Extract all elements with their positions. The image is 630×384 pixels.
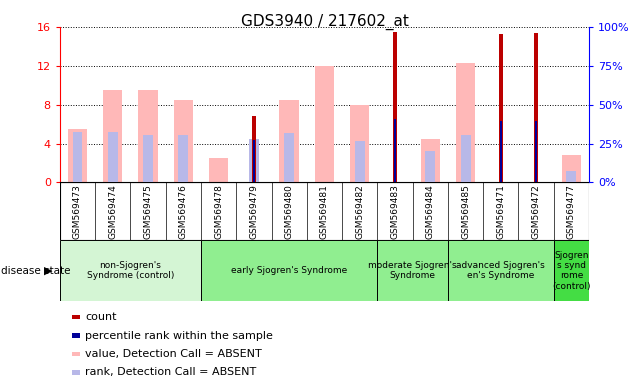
Bar xyxy=(143,135,153,182)
Bar xyxy=(535,121,537,182)
Bar xyxy=(315,66,334,182)
Text: GSM569485: GSM569485 xyxy=(461,184,470,239)
Text: early Sjogren's Syndrome: early Sjogren's Syndrome xyxy=(231,266,347,275)
Bar xyxy=(280,100,299,182)
Bar xyxy=(201,240,377,301)
Text: GSM569472: GSM569472 xyxy=(532,184,541,239)
Text: GSM569477: GSM569477 xyxy=(567,184,576,239)
Text: GSM569471: GSM569471 xyxy=(496,184,505,239)
Text: Sjogren
s synd
rome
(control): Sjogren s synd rome (control) xyxy=(552,251,591,291)
Text: disease state: disease state xyxy=(1,266,70,276)
Bar xyxy=(174,100,193,182)
Bar xyxy=(392,32,398,182)
Text: GSM569483: GSM569483 xyxy=(391,184,399,239)
Text: rank, Detection Call = ABSENT: rank, Detection Call = ABSENT xyxy=(85,367,256,377)
Text: ▶: ▶ xyxy=(44,266,52,276)
Text: GSM569484: GSM569484 xyxy=(426,184,435,239)
Bar xyxy=(253,140,255,182)
Bar xyxy=(355,141,365,182)
Text: GSM569482: GSM569482 xyxy=(355,184,364,239)
Bar xyxy=(108,132,118,182)
Text: GSM569479: GSM569479 xyxy=(249,184,258,239)
Text: count: count xyxy=(85,312,117,322)
Text: non-Sjogren's
Syndrome (control): non-Sjogren's Syndrome (control) xyxy=(87,261,174,280)
Bar xyxy=(394,119,396,182)
Bar xyxy=(554,240,589,301)
Bar xyxy=(534,33,539,182)
Text: GSM569481: GSM569481 xyxy=(320,184,329,239)
Text: GSM569475: GSM569475 xyxy=(144,184,152,239)
Text: GSM569480: GSM569480 xyxy=(285,184,294,239)
Bar xyxy=(562,155,581,182)
Bar xyxy=(456,63,475,182)
Bar xyxy=(209,158,228,182)
Text: GSM569478: GSM569478 xyxy=(214,184,223,239)
Text: GSM569474: GSM569474 xyxy=(108,184,117,239)
Bar xyxy=(68,129,87,182)
Text: GSM569473: GSM569473 xyxy=(73,184,82,239)
Bar xyxy=(251,116,256,182)
Bar xyxy=(498,34,503,182)
Text: advanced Sjogren's
en's Syndrome: advanced Sjogren's en's Syndrome xyxy=(457,261,545,280)
Bar xyxy=(60,240,201,301)
Bar xyxy=(448,240,554,301)
Bar xyxy=(350,104,369,182)
Text: percentile rank within the sample: percentile rank within the sample xyxy=(85,331,273,341)
Text: moderate Sjogren's
Syndrome: moderate Sjogren's Syndrome xyxy=(369,261,457,280)
Bar xyxy=(421,139,440,182)
Bar xyxy=(103,90,122,182)
Bar xyxy=(249,139,259,182)
Text: GSM569476: GSM569476 xyxy=(179,184,188,239)
Bar xyxy=(178,135,188,182)
Bar xyxy=(461,135,471,182)
Bar xyxy=(425,151,435,182)
Bar xyxy=(566,171,576,182)
Text: value, Detection Call = ABSENT: value, Detection Call = ABSENT xyxy=(85,349,262,359)
Bar xyxy=(284,133,294,182)
Bar xyxy=(139,90,158,182)
Text: GDS3940 / 217602_at: GDS3940 / 217602_at xyxy=(241,13,408,30)
Bar xyxy=(377,240,448,301)
Bar xyxy=(72,132,83,182)
Bar xyxy=(500,121,502,182)
